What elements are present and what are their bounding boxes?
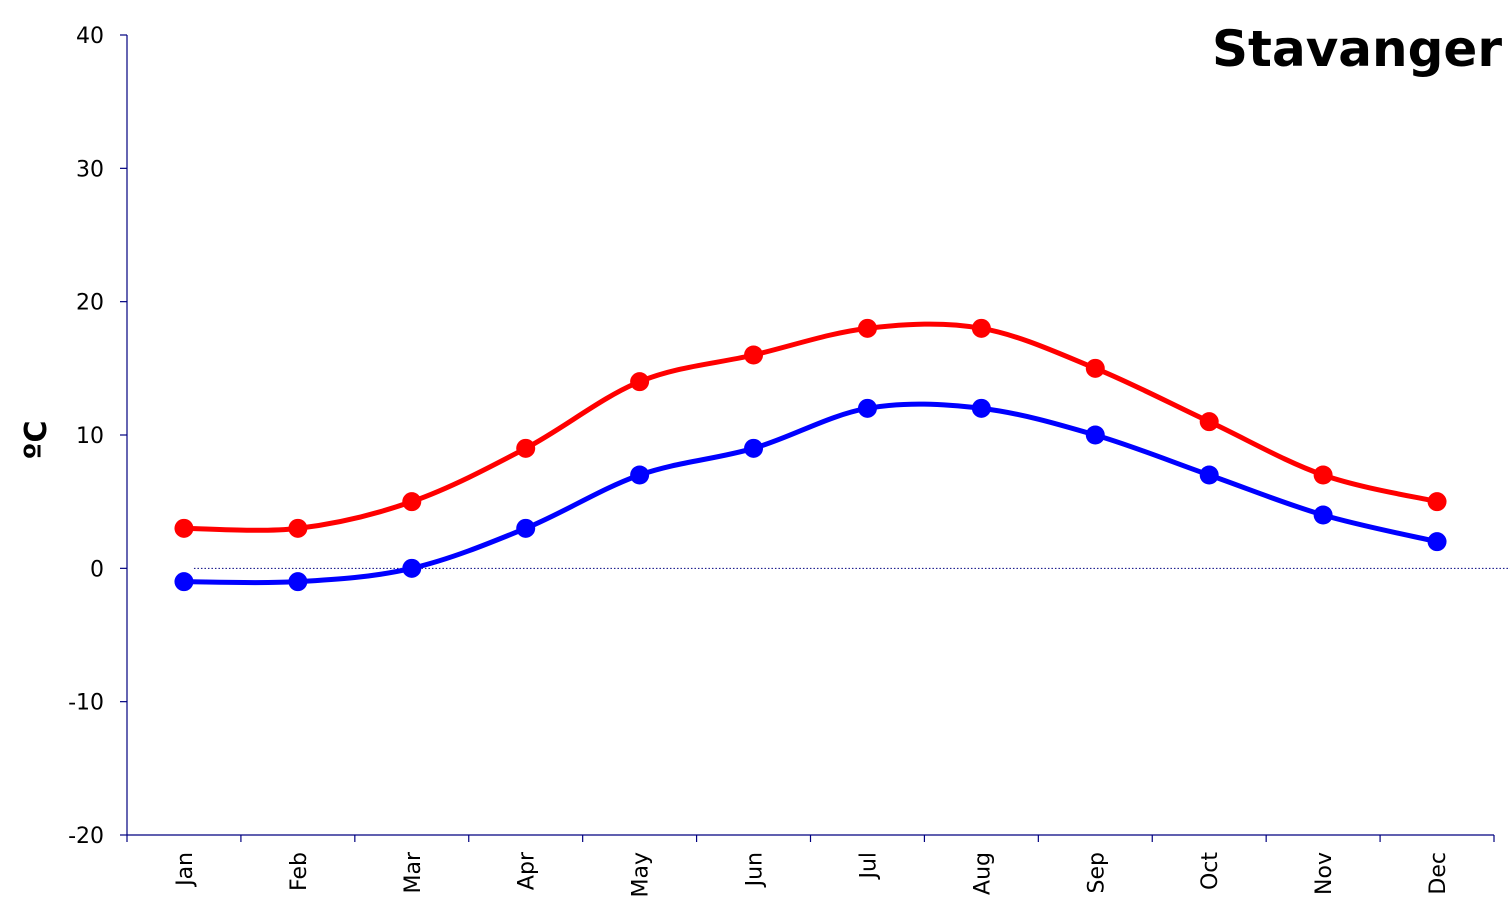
data-point <box>402 492 422 512</box>
data-point <box>1199 412 1219 432</box>
data-point <box>288 572 308 592</box>
data-point <box>174 518 194 538</box>
x-tick-label: Oct <box>1198 852 1223 890</box>
x-tick-labels: Jan Feb Mar Apr May Jun Jul Aug Sep Oct Nov Dec <box>173 851 1451 897</box>
data-point <box>630 465 650 485</box>
data-point <box>1085 425 1105 445</box>
data-point <box>1427 492 1447 512</box>
axes <box>120 34 1510 842</box>
series-line <box>181 401 1440 586</box>
x-tick-label: Aug <box>970 852 995 895</box>
y-tick-label: 0 <box>90 557 104 582</box>
data-point <box>857 398 877 418</box>
data-point <box>1427 532 1447 552</box>
y-tick-label: -10 <box>68 691 104 716</box>
y-tick-label: 20 <box>76 291 104 316</box>
data-point <box>288 518 308 538</box>
x-tick-label: Dec <box>1426 852 1451 895</box>
data-point <box>402 558 422 578</box>
data-point <box>1199 465 1219 485</box>
y-tick-label: 40 <box>76 24 104 49</box>
series-1 <box>174 318 1447 538</box>
data-point <box>857 318 877 338</box>
x-tick-label: Jan <box>173 852 198 888</box>
y-axis-label: ºC <box>19 421 54 460</box>
y-tick-label: -20 <box>68 824 104 849</box>
series-2 <box>174 398 1447 592</box>
data-point <box>516 438 536 458</box>
data-point <box>971 398 991 418</box>
x-tick-label: May <box>629 852 654 897</box>
data-point <box>971 318 991 338</box>
data-point <box>516 518 536 538</box>
x-tick-label: Feb <box>287 852 312 891</box>
y-tick-label: 10 <box>76 424 104 449</box>
x-tick-label: Apr <box>515 851 540 890</box>
data-point <box>744 345 764 365</box>
x-tick-label: Nov <box>1312 852 1337 895</box>
x-tick-label: Jul <box>856 852 881 881</box>
series-layer <box>174 318 1447 592</box>
data-point <box>1085 358 1105 378</box>
data-point <box>630 372 650 392</box>
chart-title: Stavanger <box>1212 20 1502 78</box>
x-tick-label: Jun <box>743 852 768 888</box>
y-tick-label: 30 <box>76 157 104 182</box>
x-tick-label: Mar <box>401 851 426 893</box>
data-point <box>1313 465 1333 485</box>
x-tick-label: Sep <box>1084 852 1109 893</box>
data-point <box>174 572 194 592</box>
data-point <box>744 438 764 458</box>
y-tick-labels: 40 30 20 10 0 -10 -20 <box>68 24 104 849</box>
data-point <box>1313 505 1333 525</box>
